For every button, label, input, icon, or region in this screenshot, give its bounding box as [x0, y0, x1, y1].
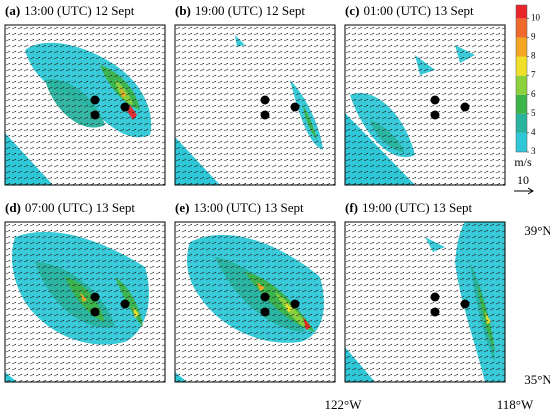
colorbar-segment [516, 75, 527, 95]
colorbar-tick-label: 8 [531, 51, 536, 61]
station-marker [260, 307, 270, 317]
station-marker [290, 102, 300, 112]
panel-title: (d) 07:00 (UTC) 13 Sept [5, 200, 135, 215]
lat-label: 39°N [524, 223, 550, 238]
panel-label: (f) [345, 200, 358, 215]
reference-vector-label: 10 [517, 173, 529, 187]
map-panel [174, 24, 336, 186]
station-marker [430, 110, 440, 120]
wind-vectors [175, 25, 335, 185]
colorbar-segment [516, 132, 527, 152]
station-marker [90, 292, 100, 302]
colorbar-tick-label: 9 [531, 32, 536, 42]
panel-label: (c) [345, 3, 359, 18]
station-marker [430, 307, 440, 317]
colorbar-segment [516, 18, 527, 38]
colorbar-segment [516, 37, 527, 57]
panel-frame [4, 24, 166, 186]
wind-vectors [345, 222, 505, 382]
lon-label: 122°W [325, 397, 363, 412]
panel-label: (e) [175, 200, 189, 215]
station-marker [90, 95, 100, 105]
panel-frame [4, 221, 166, 383]
panel-label: (b) [175, 3, 191, 18]
colorbar-tick-label: 3 [531, 146, 536, 156]
station-marker [90, 307, 100, 317]
lon-label: 118°W [497, 397, 534, 412]
panel-time: 07:00 (UTC) 13 Sept [25, 200, 136, 215]
colorbar-tick-label: 5 [531, 108, 536, 118]
colorbar-segment [516, 5, 527, 19]
map-panel [344, 221, 506, 383]
map-panel [4, 221, 166, 383]
panel-title: (e) 13:00 (UTC) 13 Sept [175, 200, 304, 215]
colorbar-frame [515, 4, 528, 153]
panel-frame [344, 221, 506, 383]
station-marker [260, 95, 270, 105]
panel-title: (b) 19:00 (UTC) 12 Sept [175, 3, 305, 18]
panel-frame [344, 24, 506, 186]
station-marker [90, 110, 100, 120]
panel-title: (f) 19:00 (UTC) 13 Sept [345, 200, 473, 215]
station-marker [430, 292, 440, 302]
station-marker [290, 299, 300, 309]
colorbar-segment [516, 94, 527, 114]
colorbar-segment [516, 56, 527, 76]
colorbar-segment [516, 113, 527, 133]
panel-frame [174, 24, 336, 186]
panel-frame [174, 221, 336, 383]
station-marker [120, 102, 130, 112]
map-panel [344, 24, 506, 186]
panel-title: (a) 13:00 (UTC) 12 Sept [5, 3, 135, 18]
station-marker [260, 110, 270, 120]
panel-time: 01:00 (UTC) 13 Sept [363, 3, 474, 18]
station-marker [430, 95, 440, 105]
colorbar-unit: m/s [514, 155, 532, 169]
panel-time: 13:00 (UTC) 12 Sept [24, 3, 135, 18]
station-marker [460, 299, 470, 309]
panel-label: (d) [5, 200, 21, 215]
station-marker [460, 102, 470, 112]
station-marker [260, 292, 270, 302]
colorbar-tick-label: 7 [531, 70, 536, 80]
wind-vectors [345, 25, 505, 185]
station-marker [120, 299, 130, 309]
panel-time: 13:00 (UTC) 13 Sept [193, 200, 304, 215]
panel-time: 19:00 (UTC) 13 Sept [362, 200, 473, 215]
wind-vectors [5, 25, 165, 185]
panel-label: (a) [5, 3, 20, 18]
colorbar-tick-label: 4 [531, 127, 536, 137]
wind-vectors [5, 222, 165, 382]
reference-vector [514, 187, 534, 195]
map-panel [4, 24, 166, 186]
panel-title: (c) 01:00 (UTC) 13 Sept [345, 3, 474, 18]
lat-label: 35°N [524, 372, 550, 387]
map-panel [174, 221, 336, 383]
wind-vectors [175, 222, 335, 382]
panel-time: 19:00 (UTC) 12 Sept [195, 3, 306, 18]
colorbar-tick-label: 6 [531, 89, 536, 99]
colorbar-tick-label: 10 [531, 12, 541, 22]
